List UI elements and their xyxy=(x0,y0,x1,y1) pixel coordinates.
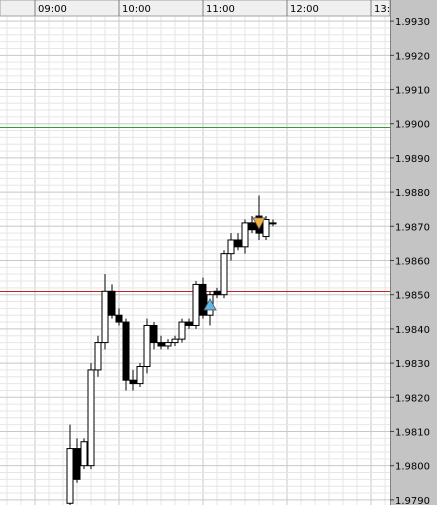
candle-body xyxy=(164,342,172,347)
time-tick-label: 12:00 xyxy=(290,4,319,15)
time-tick-label: 09:00 xyxy=(38,4,67,15)
candle-body xyxy=(66,448,74,504)
price-tick-label: 1.9850 xyxy=(395,291,430,302)
candle-body xyxy=(73,448,81,480)
time-tick-label: 11:00 xyxy=(206,4,235,15)
candle xyxy=(269,219,277,227)
candle xyxy=(87,363,95,470)
candle-body xyxy=(248,222,256,231)
candle xyxy=(150,322,158,350)
candle xyxy=(80,438,88,470)
price-tick-label: 1.9860 xyxy=(395,257,430,268)
candle-body xyxy=(101,290,109,344)
candle-body xyxy=(157,342,165,347)
candle-body xyxy=(199,283,207,316)
candle xyxy=(66,424,74,509)
candle-body xyxy=(150,324,158,344)
candle-body xyxy=(87,369,95,467)
price-tick-label: 1.9910 xyxy=(395,86,430,97)
time-tick-label: 10:00 xyxy=(122,4,151,15)
candle xyxy=(157,335,165,350)
candle xyxy=(101,274,109,350)
time-axis-header: 09:00 10:00 11:00 12:00 13:00 xyxy=(0,0,403,17)
trade-markers xyxy=(203,217,266,311)
candle-body xyxy=(178,321,186,340)
price-tick-label: 1.9820 xyxy=(395,393,430,404)
candle xyxy=(73,438,81,483)
candle xyxy=(143,318,151,374)
candle xyxy=(213,287,221,299)
candle-body xyxy=(269,222,277,225)
candle xyxy=(199,277,207,319)
price-tick-label: 1.9900 xyxy=(395,120,430,131)
price-tick-label: 1.9880 xyxy=(395,188,430,199)
candle-body xyxy=(115,314,123,323)
candle xyxy=(241,219,249,254)
candle xyxy=(178,318,186,343)
candle xyxy=(248,216,256,234)
candle-body xyxy=(143,324,151,368)
candle xyxy=(108,284,116,319)
time-tick-label: 13:00 xyxy=(374,4,403,15)
price-tick-label: 1.9810 xyxy=(395,427,430,438)
price-tick-label: 1.9890 xyxy=(395,154,430,165)
price-tick-label: 1.9840 xyxy=(395,325,430,336)
price-tick-label: 1.9830 xyxy=(395,359,430,370)
candle-body xyxy=(262,218,270,238)
candle-body xyxy=(227,239,235,255)
candle-body xyxy=(108,290,116,316)
candles xyxy=(66,195,277,509)
candle-body xyxy=(171,338,179,344)
price-axis: 1.9930 1.9920 1.9910 1.9900 1.9890 1.9880 1.98… xyxy=(390,0,437,507)
candle xyxy=(94,335,102,377)
candle xyxy=(234,233,242,251)
candle xyxy=(192,281,200,329)
buy-marker-triangle-up xyxy=(203,298,217,311)
candle-body xyxy=(129,379,137,385)
candle-body xyxy=(185,321,193,326)
candle xyxy=(115,308,123,326)
candle-body xyxy=(122,321,130,381)
grid xyxy=(0,16,390,505)
candle-body xyxy=(213,290,221,296)
sell-marker-triangle-down xyxy=(252,217,266,230)
candle xyxy=(220,250,228,299)
candle-body xyxy=(94,342,102,371)
price-tick-label: 1.9790 xyxy=(395,496,430,505)
candle-body xyxy=(80,441,88,467)
candle-body xyxy=(192,283,200,326)
candle-body xyxy=(234,239,242,248)
candle xyxy=(185,318,193,329)
candle xyxy=(171,335,179,346)
price-tick-label: 1.9930 xyxy=(395,17,430,28)
candle xyxy=(262,216,270,240)
candle-body xyxy=(241,222,249,248)
price-tick-label: 1.9800 xyxy=(395,462,430,473)
candle-body xyxy=(220,253,228,296)
candle xyxy=(164,339,172,350)
candle-body xyxy=(136,366,144,385)
price-axis-panel xyxy=(390,0,437,505)
candle xyxy=(129,369,137,391)
price-tick-label: 1.9920 xyxy=(395,51,430,62)
price-tick-label: 1.9870 xyxy=(395,222,430,233)
candle xyxy=(122,318,130,391)
candle xyxy=(136,363,144,388)
candle xyxy=(227,233,235,261)
